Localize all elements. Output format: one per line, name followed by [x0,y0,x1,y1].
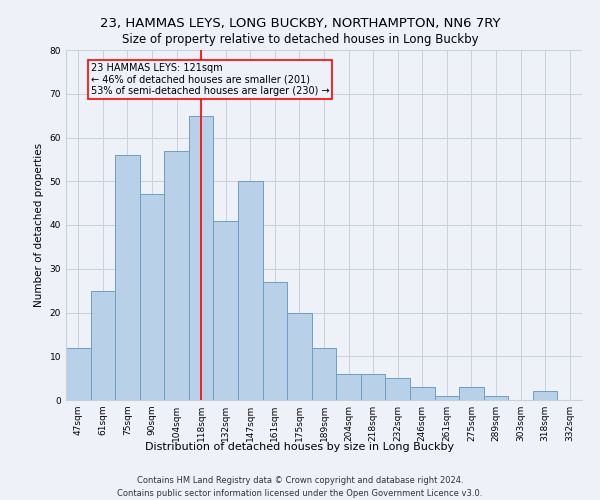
Bar [66,348,91,400]
Bar [189,116,214,400]
Bar [115,155,140,400]
Bar [361,374,385,400]
Bar [484,396,508,400]
Bar [91,290,115,400]
Bar [164,150,189,400]
Text: 23 HAMMAS LEYS: 121sqm
← 46% of detached houses are smaller (201)
53% of semi-de: 23 HAMMAS LEYS: 121sqm ← 46% of detached… [91,63,329,96]
Text: Distribution of detached houses by size in Long Buckby: Distribution of detached houses by size … [145,442,455,452]
Text: Size of property relative to detached houses in Long Buckby: Size of property relative to detached ho… [122,32,478,46]
Y-axis label: Number of detached properties: Number of detached properties [34,143,44,307]
Bar [214,220,238,400]
Bar [410,387,434,400]
Bar [238,182,263,400]
Bar [140,194,164,400]
Bar [336,374,361,400]
Bar [533,391,557,400]
Text: Contains public sector information licensed under the Open Government Licence v3: Contains public sector information licen… [118,489,482,498]
Bar [312,348,336,400]
Bar [434,396,459,400]
Bar [287,312,312,400]
Text: Contains HM Land Registry data © Crown copyright and database right 2024.: Contains HM Land Registry data © Crown c… [137,476,463,485]
Text: 23, HAMMAS LEYS, LONG BUCKBY, NORTHAMPTON, NN6 7RY: 23, HAMMAS LEYS, LONG BUCKBY, NORTHAMPTO… [100,18,500,30]
Bar [263,282,287,400]
Bar [459,387,484,400]
Bar [385,378,410,400]
